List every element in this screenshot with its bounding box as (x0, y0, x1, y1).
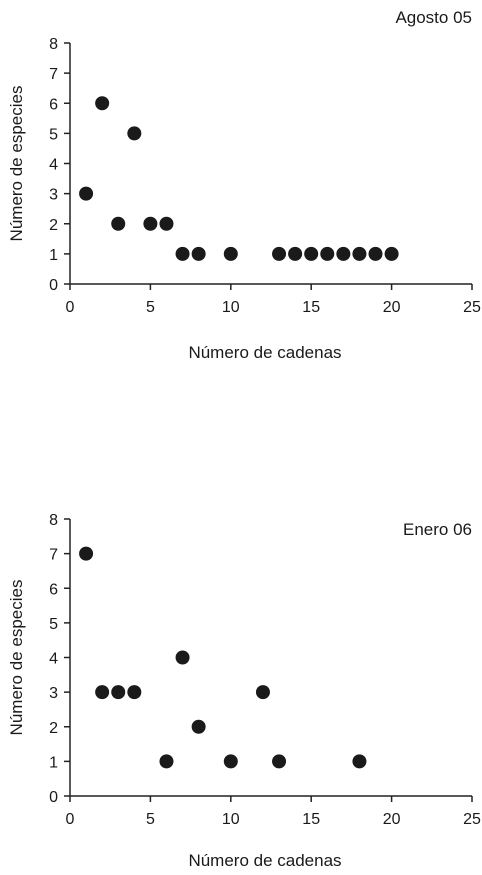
scatter-panel-enero: 0 1 2 3 4 5 6 7 8 0 5 10 15 20 25 Enero 06 Número de cad… (7, 512, 481, 870)
data-point (175, 246, 190, 261)
y-tick-label: 3 (49, 187, 58, 204)
data-point (143, 216, 158, 231)
x-tick-label: 5 (146, 299, 155, 316)
x-axis-title: Número de cadenas (188, 851, 341, 870)
data-point (384, 246, 399, 261)
y-tick-label: 8 (49, 512, 58, 529)
y-tick-label: 5 (49, 126, 58, 143)
data-point (255, 685, 270, 700)
data-point (352, 246, 367, 261)
x-tick-label: 15 (302, 299, 320, 316)
panel-title: Agosto 05 (395, 8, 472, 27)
y-tick-label: 2 (49, 217, 58, 234)
x-tick-label: 5 (146, 811, 155, 828)
y-axis-title: Número de especies (7, 580, 26, 736)
x-tick-label: 0 (66, 811, 75, 828)
y-tick-label: 3 (49, 685, 58, 702)
data-point (111, 685, 126, 700)
data-point (95, 96, 110, 111)
x-tick-label: 10 (222, 299, 240, 316)
data-point (304, 246, 319, 261)
y-tick-label: 1 (49, 247, 58, 264)
data-point (111, 216, 126, 231)
y-tick-label: 0 (49, 789, 58, 806)
x-axis-title: Número de cadenas (188, 343, 341, 362)
y-tick-label: 1 (49, 754, 58, 771)
y-tick-label: 8 (49, 36, 58, 53)
x-tick-label: 25 (463, 811, 481, 828)
data-point (95, 685, 110, 700)
data-point (223, 754, 238, 769)
data-point (159, 216, 174, 231)
data-point (175, 650, 190, 665)
data-point (127, 685, 142, 700)
y-tick-label: 6 (49, 96, 58, 113)
data-point (79, 546, 94, 561)
data-point (320, 246, 335, 261)
data-point (352, 754, 367, 769)
y-tick-label: 5 (49, 616, 58, 633)
data-point (272, 754, 287, 769)
y-tick-label: 7 (49, 66, 58, 83)
data-point (336, 246, 351, 261)
data-point (288, 246, 303, 261)
data-point (79, 186, 94, 201)
y-tick-label: 2 (49, 720, 58, 737)
x-tick-label: 15 (302, 811, 320, 828)
y-tick-label: 4 (49, 157, 58, 174)
panel-title: Enero 06 (403, 520, 472, 539)
x-tick-label: 25 (463, 299, 481, 316)
data-point (159, 754, 174, 769)
x-tick-label: 0 (66, 299, 75, 316)
x-tick-label: 20 (383, 811, 401, 828)
data-point (127, 126, 142, 141)
y-tick-label: 6 (49, 581, 58, 598)
y-axis-title: Número de especies (7, 86, 26, 242)
data-point (368, 246, 383, 261)
y-tick-label: 0 (49, 277, 58, 294)
y-tick-label: 7 (49, 547, 58, 564)
scatter-panel-agosto: 0 1 2 3 4 5 6 7 8 0 5 10 15 20 25 Agosto 05 Número de ca… (7, 8, 481, 362)
x-tick-label: 10 (222, 811, 240, 828)
y-tick-label: 4 (49, 651, 58, 668)
data-point (191, 246, 206, 261)
data-point (223, 246, 238, 261)
x-tick-label: 20 (383, 299, 401, 316)
data-point (191, 719, 206, 734)
data-point (272, 246, 287, 261)
